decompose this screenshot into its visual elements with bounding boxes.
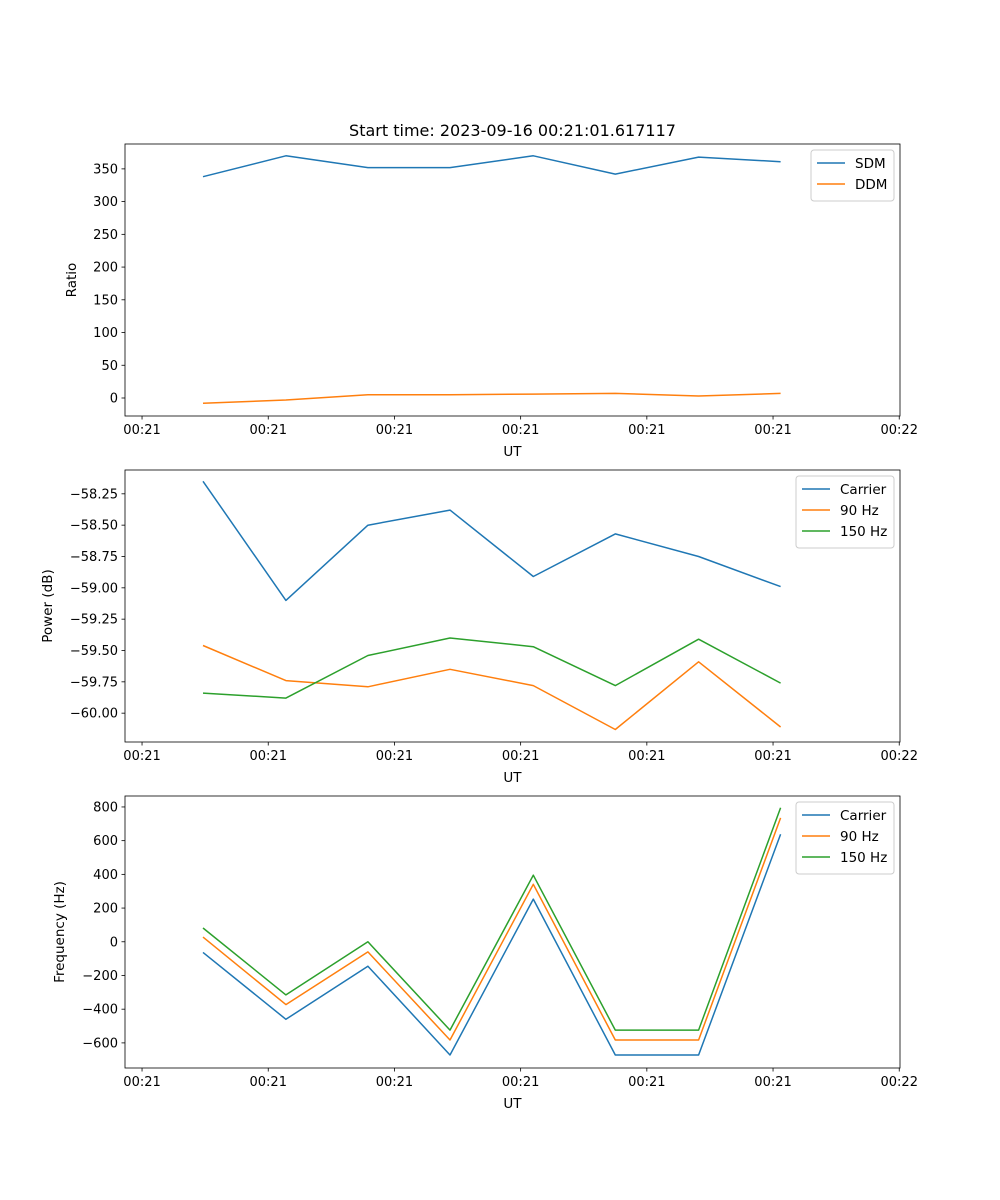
y-tick-label: 200 [93,902,118,917]
series-line-150-hz [202,807,782,1031]
y-tick-label: −59.00 [70,581,118,596]
series-line-carrier [202,834,782,1056]
y-tick-label: −59.50 [70,644,118,659]
y-tick-label: 100 [93,326,118,341]
legend-label: Carrier [840,482,887,498]
x-tick-label: 00:22 [881,749,918,764]
x-tick-label: 00:21 [628,1075,665,1090]
series-line-90-hz [202,817,782,1041]
x-tick-label: 00:21 [754,423,791,438]
y-tick-label: 350 [93,162,118,177]
series-line-carrier [202,480,781,602]
y-tick-label: 800 [93,800,118,815]
x-tick-label: 00:21 [250,1075,287,1090]
y-tick-label: 50 [101,359,118,374]
axes-frame [124,469,901,743]
x-axis-label: UT [503,1096,522,1112]
legend-label: 90 Hz [840,503,879,519]
x-tick-label: 00:21 [250,423,287,438]
y-tick-label: −400 [82,1003,118,1018]
y-axis-label: Ratio [64,263,80,298]
x-tick-label: 00:21 [754,1075,791,1090]
x-tick-label: 00:21 [123,423,160,438]
y-tick-label: −59.75 [70,675,118,690]
legend-box [795,801,895,875]
x-tick-label: 00:21 [502,423,539,438]
axes-frame [124,143,901,417]
y-tick-label: −58.50 [70,519,118,534]
y-tick-label: 200 [93,261,118,276]
x-tick-label: 00:21 [502,749,539,764]
legend: SDM DDM [810,149,895,202]
y-tick-label: −60.00 [70,707,118,722]
series-line-150-hz [202,637,781,699]
x-tick-label: 00:21 [250,749,287,764]
series-line-ddm [202,392,781,404]
x-axis-label: UT [503,444,522,460]
subplot-2: 00:21 00:21 00:21 00:21 00:21 00:21 00:22 −60.0… [40,469,918,786]
x-tick-label: 00:21 [376,1075,413,1090]
y-tick-label: −58.75 [70,550,118,565]
x-tick-label: 00:21 [502,1075,539,1090]
legend-label: 150 Hz [840,850,887,866]
x-tick-label: 00:21 [754,749,791,764]
x-tick-label: 00:21 [628,749,665,764]
y-tick-label: 250 [93,228,118,243]
y-tick-label: 0 [110,391,118,406]
subplot-3: 00:21 00:21 00:21 00:21 00:21 00:21 00:22 −600 −… [52,795,918,1112]
legend-label: 150 Hz [840,524,887,540]
axes-frame [124,795,901,1069]
chart-title: Start time: 2023-09-16 00:21:01.617117 [349,121,676,140]
y-tick-label: −59.25 [70,613,118,628]
y-tick-label: −58.25 [70,487,118,502]
legend-label: Carrier [840,808,887,824]
series-line-90-hz [202,644,782,731]
x-axis-label: UT [503,770,522,786]
y-tick-label: 300 [93,195,118,210]
x-tick-label: 00:22 [881,1075,918,1090]
series-line-sdm [202,155,781,178]
y-axis-label: Frequency (Hz) [52,881,68,983]
legend: Carrier 90 Hz 150 Hz [795,801,895,875]
x-tick-label: 00:21 [376,423,413,438]
legend: Carrier 90 Hz 150 Hz [795,475,895,549]
subplot-1: 00:21 00:21 00:21 00:21 00:21 00:21 00:22 0 50 10… [64,143,918,460]
x-tick-label: 00:22 [881,423,918,438]
legend-box [795,475,895,549]
y-tick-label: 600 [93,834,118,849]
x-tick-label: 00:21 [628,423,665,438]
x-tick-label: 00:21 [123,749,160,764]
y-tick-label: −600 [82,1036,118,1051]
x-tick-label: 00:21 [376,749,413,764]
y-tick-label: 150 [93,293,118,308]
x-tick-label: 00:21 [123,1075,160,1090]
y-tick-label: 0 [110,935,118,950]
legend-label: 90 Hz [840,829,879,845]
y-axis-label: Power (dB) [40,569,56,642]
y-tick-label: 400 [93,868,118,883]
legend-label: SDM [855,156,886,172]
y-tick-label: −200 [82,969,118,984]
legend-label: DDM [855,177,887,193]
